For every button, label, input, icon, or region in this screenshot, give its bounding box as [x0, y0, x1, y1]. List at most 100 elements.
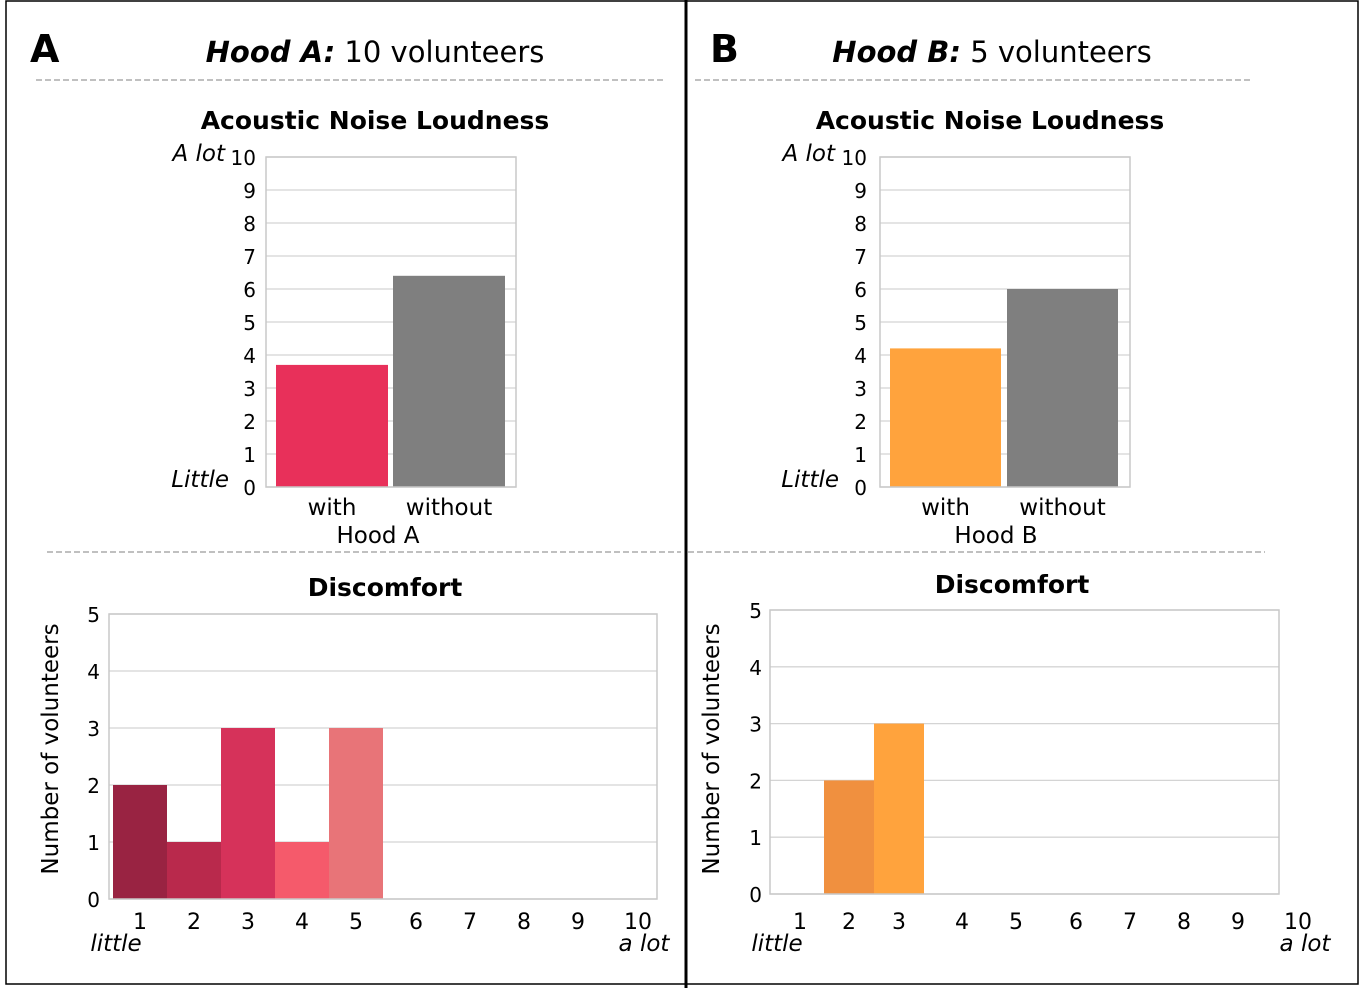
x-tick-label: 8: [517, 910, 531, 935]
chart-title: Acoustic Noise Loudness: [816, 106, 1165, 135]
y-tick-label: 0: [243, 476, 256, 500]
y-axis-label: Number of volunteers: [38, 623, 64, 874]
x-category-label: with: [921, 495, 970, 521]
y-tick-label: 6: [854, 278, 867, 302]
y-tick-label: 4: [87, 660, 100, 684]
y-tick-label: 2: [854, 410, 867, 434]
y-tick-label: 4: [749, 656, 762, 680]
plot-frame: [108, 613, 658, 900]
y-bottom-label: Little: [781, 467, 839, 493]
y-tick-label: 6: [243, 278, 256, 302]
x-tick-label: 10: [624, 910, 652, 935]
x-tick-label: 7: [1123, 910, 1137, 935]
bar-2: [167, 842, 221, 899]
y-tick-label: 3: [243, 377, 256, 401]
y-tick-label: 0: [749, 883, 762, 907]
x-tick-label: 9: [1231, 910, 1245, 935]
panel-a: A Hood A: 10 volunteers Acoustic Noise L…: [30, 27, 681, 957]
y-tick-label: 1: [854, 443, 867, 467]
y-tick-label: 7: [243, 245, 256, 269]
y-tick-label: 0: [87, 888, 100, 912]
y-tick-label: 2: [87, 774, 100, 798]
x-tick-label: 1: [133, 910, 147, 935]
y-tick-label: 10: [842, 146, 867, 170]
discomfort-chart-b: Discomfort Number of volunteers little a…: [699, 570, 1331, 957]
x-tick-label: 2: [842, 910, 856, 935]
x-tick-label: 5: [349, 910, 363, 935]
panel-b: B Hood B: 5 volunteers Acoustic Noise Lo…: [688, 27, 1331, 957]
y-tick-label: 8: [243, 212, 256, 236]
y-tick-label: 0: [854, 476, 867, 500]
y-tick-label: 4: [243, 344, 256, 368]
y-tick-label: 1: [243, 443, 256, 467]
y-tick-label: 5: [87, 603, 100, 627]
bar-4: [275, 842, 329, 899]
plot-frame: [769, 609, 1280, 895]
bar-5: [329, 728, 383, 899]
x-tick-label: 3: [892, 910, 906, 935]
x-category-label: without: [406, 495, 492, 521]
x-axis-label: Hood A: [336, 523, 419, 549]
panel-title: Hood B: 5 volunteers: [832, 35, 1151, 69]
discomfort-chart-a: Discomfort Number of volunteers little a…: [38, 573, 670, 957]
y-tick-label: 5: [854, 311, 867, 335]
x-tick-label: 1: [793, 910, 807, 935]
loudness-chart-b: Acoustic Noise Loudness A lot Little Hoo…: [780, 106, 1164, 549]
y-tick-label: 3: [749, 713, 762, 737]
x-tick-label: 2: [187, 910, 201, 935]
panel-title-count: 5 volunteers: [961, 35, 1152, 69]
y-tick-label: 2: [749, 769, 762, 793]
x-tick-label: 10: [1284, 910, 1312, 935]
bar-without: [393, 275, 505, 487]
x-low-label: little: [751, 931, 802, 957]
x-category-label: without: [1019, 495, 1105, 521]
bar-3: [874, 723, 924, 894]
x-tick-label: 6: [1069, 910, 1083, 935]
panel-title: Hood A: 10 volunteers: [206, 35, 545, 69]
y-tick-label: 8: [854, 212, 867, 236]
y-tick-label: 5: [749, 599, 762, 623]
panel-title-hood: Hood A:: [206, 35, 336, 69]
y-top-label: A lot: [780, 141, 836, 167]
x-tick-label: 4: [295, 910, 309, 935]
x-tick-label: 6: [409, 910, 423, 935]
x-tick-label: 5: [1009, 910, 1023, 935]
y-tick-label: 9: [854, 179, 867, 203]
x-tick-label: 9: [571, 910, 585, 935]
bar-without: [1007, 289, 1118, 487]
bar-with: [890, 348, 1001, 487]
chart-title: Acoustic Noise Loudness: [201, 106, 550, 135]
plot-frame: [265, 156, 517, 488]
x-high-label: a lot: [1280, 931, 1332, 957]
plot-frame: [879, 156, 1131, 488]
panel-title-count: 10 volunteers: [335, 35, 544, 69]
y-tick-label: 9: [243, 179, 256, 203]
chart-title: Discomfort: [308, 573, 463, 602]
loudness-chart-a: Acoustic Noise Loudness A lot Little Hoo…: [170, 106, 549, 549]
x-tick-label: 3: [241, 910, 255, 935]
y-tick-label: 1: [87, 831, 100, 855]
y-tick-label: 3: [854, 377, 867, 401]
y-tick-label: 3: [87, 717, 100, 741]
bar-with: [276, 364, 388, 487]
panel-letter: B: [710, 27, 739, 71]
x-axis-label: Hood B: [954, 523, 1037, 549]
x-tick-label: 8: [1177, 910, 1191, 935]
y-tick-label: 5: [243, 311, 256, 335]
y-axis-label: Number of volunteers: [699, 623, 725, 874]
y-tick-label: 4: [854, 344, 867, 368]
chart-title: Discomfort: [935, 570, 1090, 599]
figure-border: [5, 0, 1359, 985]
x-tick-label: 7: [463, 910, 477, 935]
bar-2: [824, 780, 874, 894]
y-tick-label: 7: [854, 245, 867, 269]
y-bottom-label: Little: [171, 467, 229, 493]
y-top-label: A lot: [170, 141, 226, 167]
y-tick-label: 1: [749, 826, 762, 850]
panel-letter: A: [30, 27, 60, 71]
x-low-label: little: [90, 931, 141, 957]
x-tick-label: 4: [955, 910, 969, 935]
x-category-label: with: [308, 495, 357, 521]
bar-1: [113, 785, 167, 899]
